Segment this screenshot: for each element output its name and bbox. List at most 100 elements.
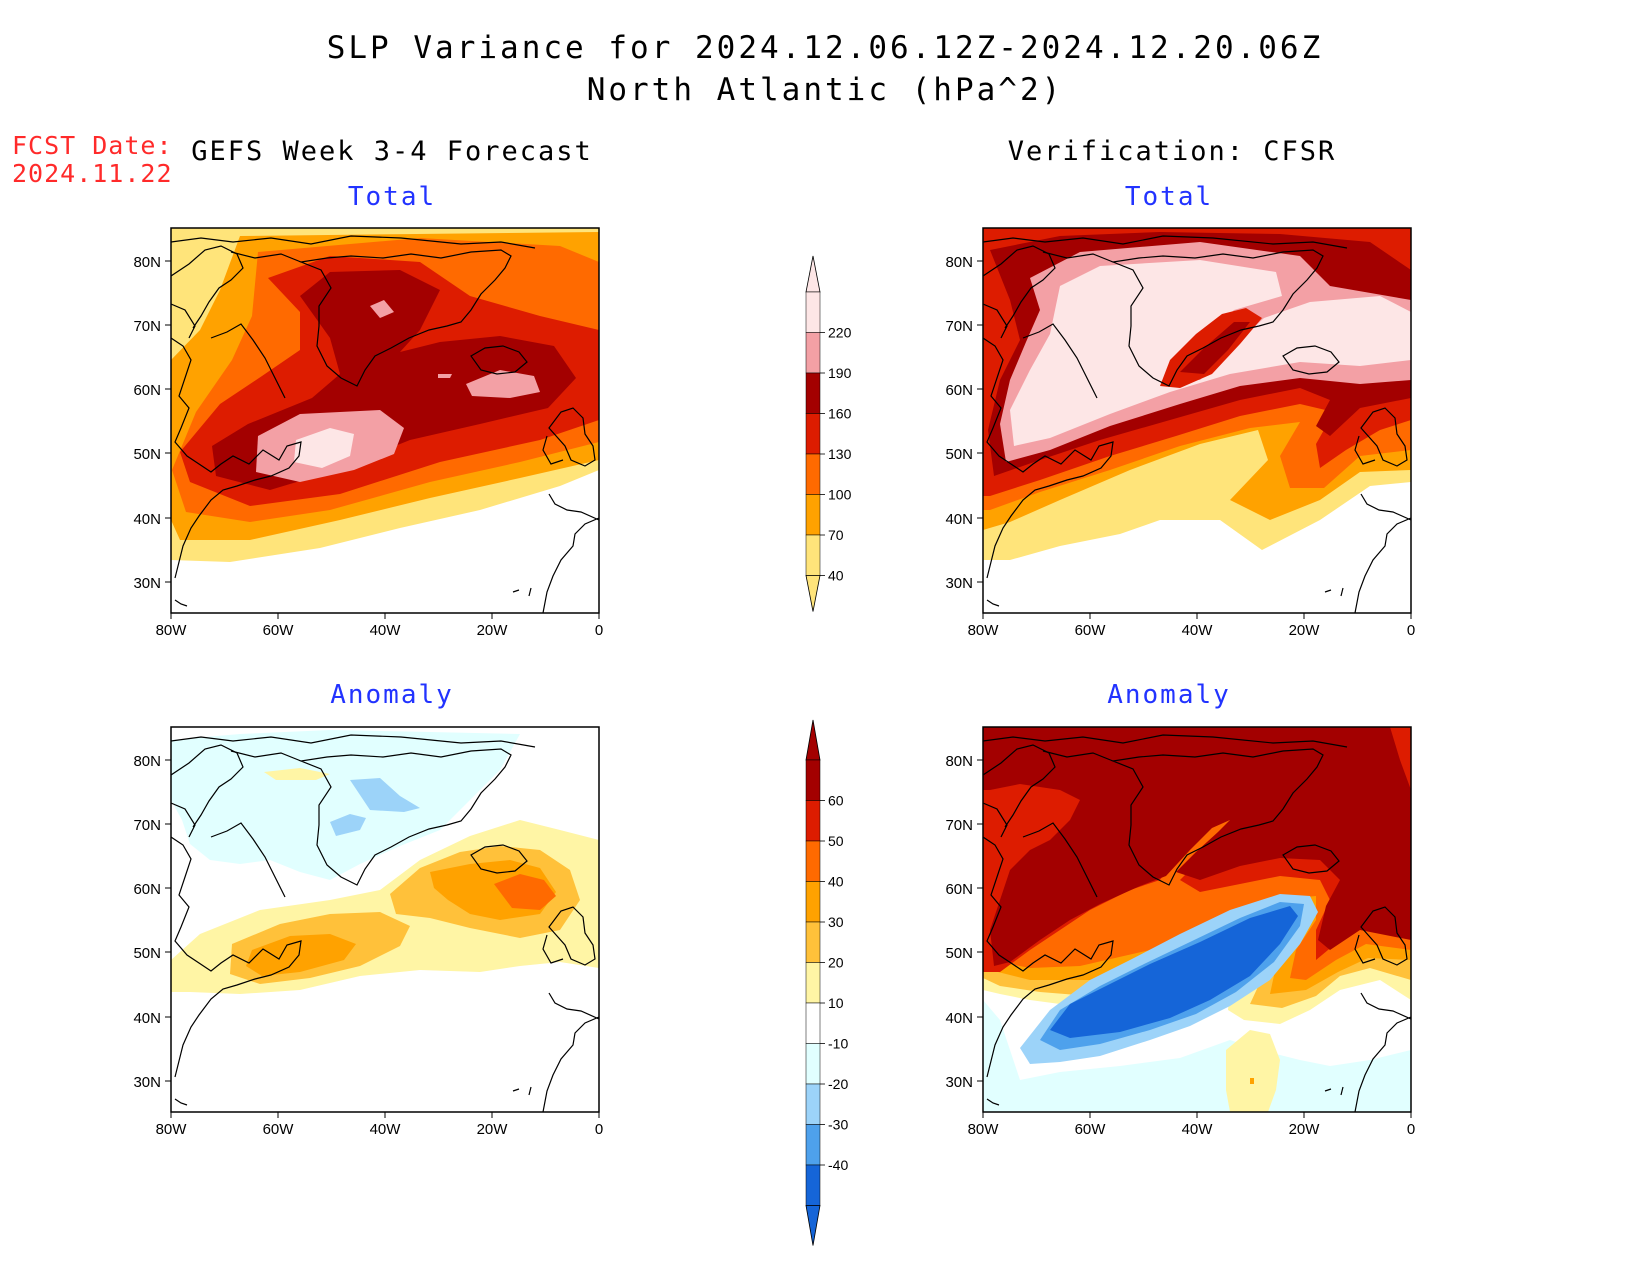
bl-lat-label: 40N — [133, 1010, 161, 1027]
bl-lat-label: 70N — [133, 817, 161, 834]
colorbar-swatch — [805, 881, 821, 923]
colorbar-swatch — [805, 1043, 821, 1085]
bl-lat-label: 80N — [133, 753, 161, 770]
fcst-date-label: FCST Date: — [12, 131, 173, 160]
br-lat-label: 80N — [945, 753, 973, 770]
br-lon-label: 0 — [1407, 1121, 1415, 1138]
colorbar-swatch — [805, 1002, 821, 1044]
colorbar-swatch — [805, 291, 821, 333]
colorbar-label: 40 — [828, 874, 844, 890]
colorbar-swatch — [805, 413, 821, 455]
br-subtitle: Anomaly — [1107, 680, 1231, 710]
colorbar-swatch — [805, 1164, 821, 1206]
colorbar-label: -20 — [828, 1076, 848, 1092]
colorbar-label: 160 — [828, 406, 852, 422]
colorbar-label: 130 — [828, 446, 852, 462]
tr-lat-label: 50N — [945, 446, 973, 463]
colorbar-swatch — [805, 800, 821, 842]
colorbar-label: 70 — [828, 527, 844, 543]
colorbar-bottom-arrow — [805, 575, 821, 612]
colorbar-swatch — [805, 332, 821, 374]
colorbar-label: 100 — [828, 487, 852, 503]
tr-lat-label: 60N — [945, 382, 973, 399]
colorbar-anomaly: 60 50 40 30 20 10 -10 -20 -30 -40 — [805, 719, 848, 1246]
tr-lon-label: 80W — [968, 622, 1000, 639]
tr-lon-label: 60W — [1075, 622, 1107, 639]
br-map — [983, 727, 1411, 1112]
bl-subtitle: Anomaly — [330, 680, 454, 710]
bl-lat-label: 60N — [133, 881, 161, 898]
colorbar-swatch — [805, 453, 821, 495]
colorbar-label: -10 — [828, 1036, 848, 1052]
bl-lon-label: 0 — [595, 1121, 603, 1138]
tr-map — [983, 228, 1411, 613]
main-subtitle: North Atlantic (hPa^2) — [586, 72, 1064, 108]
tr-lat-label: 30N — [945, 575, 973, 592]
main-title: SLP Variance for 2024.12.06.12Z-2024.12.… — [326, 30, 1324, 66]
colorbar-label: 60 — [828, 793, 844, 809]
br-lat-label: 50N — [945, 945, 973, 962]
colorbar-swatch — [805, 494, 821, 536]
colorbar-label: 220 — [828, 325, 852, 341]
br-lon-label: 60W — [1075, 1121, 1107, 1138]
colorbar-label: -30 — [828, 1117, 848, 1133]
bl-lon-label: 40W — [370, 1121, 402, 1138]
colorbar-label: 40 — [828, 568, 844, 584]
tr-lon-label: 0 — [1407, 622, 1415, 639]
tl-lon-label: 60W — [263, 622, 295, 639]
forecast-column-title: GEFS Week 3-4 Forecast — [191, 136, 593, 167]
tl-lat-label: 50N — [133, 446, 161, 463]
colorbar-swatch — [805, 962, 821, 1004]
colorbar-label: 10 — [828, 995, 844, 1011]
bl-map — [171, 727, 599, 1112]
bl-lon-label: 20W — [477, 1121, 509, 1138]
tl-lon-label: 40W — [370, 622, 402, 639]
colorbar-swatch — [805, 921, 821, 963]
axes-layer: 80N 70N 60N 50N 40N 30N 80W 60W 40W 20W 0 80N 70N 60N… — [133, 254, 1415, 1138]
tl-lat-label: 40N — [133, 511, 161, 528]
verification-column-title: Verification: CFSR — [1007, 136, 1337, 167]
br-lon-label: 20W — [1289, 1121, 1321, 1138]
fcst-date-value: 2024.11.22 — [12, 159, 173, 188]
br-lat-label: 70N — [945, 817, 973, 834]
tl-lat-label: 30N — [133, 575, 161, 592]
tr-lat-label: 40N — [945, 511, 973, 528]
tr-lon-label: 40W — [1182, 622, 1214, 639]
colorbar-label: 30 — [828, 914, 844, 930]
br-lat-label: 40N — [945, 1010, 973, 1027]
colorbar-label: 20 — [828, 955, 844, 971]
br-lon-label: 80W — [968, 1121, 1000, 1138]
colorbar-top-arrow — [805, 719, 821, 761]
bl-lon-label: 80W — [156, 1121, 188, 1138]
br-lat-label: 30N — [945, 1074, 973, 1091]
tl-subtitle: Total — [347, 182, 437, 212]
colorbar-swatch — [805, 534, 821, 576]
tl-lat-label: 60N — [133, 382, 161, 399]
colorbar-swatch — [805, 759, 821, 801]
colorbar-top-arrow — [805, 255, 821, 293]
br-lat-label: 60N — [945, 881, 973, 898]
br-lon-label: 40W — [1182, 1121, 1214, 1138]
tl-lon-label: 80W — [156, 622, 188, 639]
bl-lat-label: 50N — [133, 945, 161, 962]
bl-lon-label: 60W — [263, 1121, 295, 1138]
tl-lat-label: 70N — [133, 318, 161, 335]
tr-subtitle: Total — [1124, 182, 1214, 212]
tl-lon-label: 20W — [477, 622, 509, 639]
colorbar-swatch — [805, 1124, 821, 1166]
bl-lat-label: 30N — [133, 1074, 161, 1091]
tr-lat-label: 70N — [945, 318, 973, 335]
colorbar-total: 220 190 160 130 100 70 40 — [805, 255, 852, 612]
colorbar-swatch — [805, 840, 821, 882]
colorbar-bottom-arrow — [805, 1205, 821, 1246]
colorbar-swatch — [805, 1083, 821, 1125]
tr-lat-label: 80N — [945, 254, 973, 271]
colorbar-label: -40 — [828, 1157, 848, 1173]
tl-lat-label: 80N — [133, 254, 161, 271]
colorbar-swatch — [805, 372, 821, 414]
tr-lon-label: 20W — [1289, 622, 1321, 639]
tl-map — [171, 228, 599, 613]
tl-lon-label: 0 — [595, 622, 603, 639]
colorbar-label: 190 — [828, 365, 852, 381]
